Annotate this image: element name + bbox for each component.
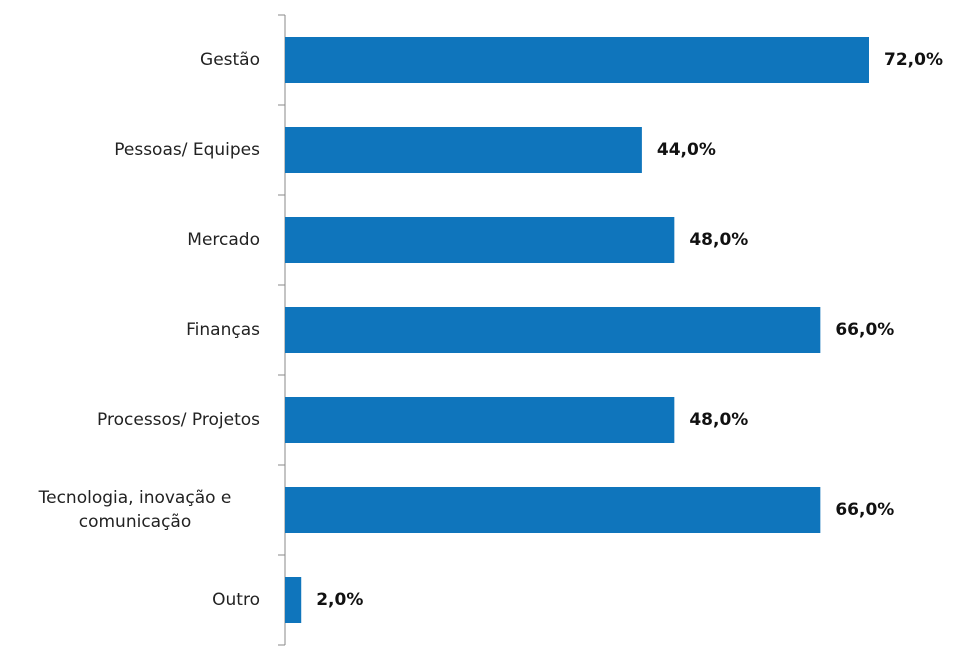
bar bbox=[285, 487, 821, 533]
data-label-text: 2,0% bbox=[316, 590, 364, 610]
bar bbox=[285, 127, 642, 173]
category-label-text: Tecnologia, inovação e comunicação bbox=[38, 488, 232, 532]
data-label-text: 66,0% bbox=[835, 320, 895, 340]
category-label: Mercado bbox=[187, 195, 260, 285]
data-label: 48,0% bbox=[689, 410, 748, 430]
category-label: Tecnologia, inovação e comunicação bbox=[10, 465, 260, 555]
data-label-text: 72,0% bbox=[884, 50, 943, 70]
data-label: 66,0% bbox=[835, 500, 894, 520]
data-label: 66,0% bbox=[835, 320, 894, 340]
data-label: 48,0% bbox=[689, 230, 748, 250]
data-label-text: 44,0% bbox=[656, 140, 716, 160]
category-label-text: Processos/ Projetos bbox=[97, 410, 260, 430]
bar bbox=[285, 217, 675, 263]
bar bbox=[285, 37, 869, 83]
category-label: Finanças bbox=[186, 285, 260, 375]
bar bbox=[285, 577, 302, 623]
category-label: Gestão bbox=[200, 15, 260, 105]
category-label-text: Mercado bbox=[187, 230, 260, 250]
category-label-text: Outro bbox=[212, 590, 260, 610]
category-label-text: Gestão bbox=[200, 50, 260, 70]
data-label: 72,0% bbox=[884, 50, 943, 70]
category-label: Processos/ Projetos bbox=[97, 375, 260, 465]
data-label-text: 48,0% bbox=[689, 230, 749, 250]
bar bbox=[285, 397, 675, 443]
data-label: 44,0% bbox=[657, 140, 716, 160]
bar bbox=[285, 307, 821, 353]
category-label: Outro bbox=[212, 555, 260, 645]
category-label: Pessoas/ Equipes bbox=[114, 105, 260, 195]
data-label-text: 48,0% bbox=[689, 410, 749, 430]
data-label: 2,0% bbox=[316, 590, 363, 610]
data-label-text: 66,0% bbox=[835, 500, 895, 520]
category-label-text: Pessoas/ Equipes bbox=[114, 140, 260, 160]
category-label-text: Finanças bbox=[186, 320, 260, 340]
